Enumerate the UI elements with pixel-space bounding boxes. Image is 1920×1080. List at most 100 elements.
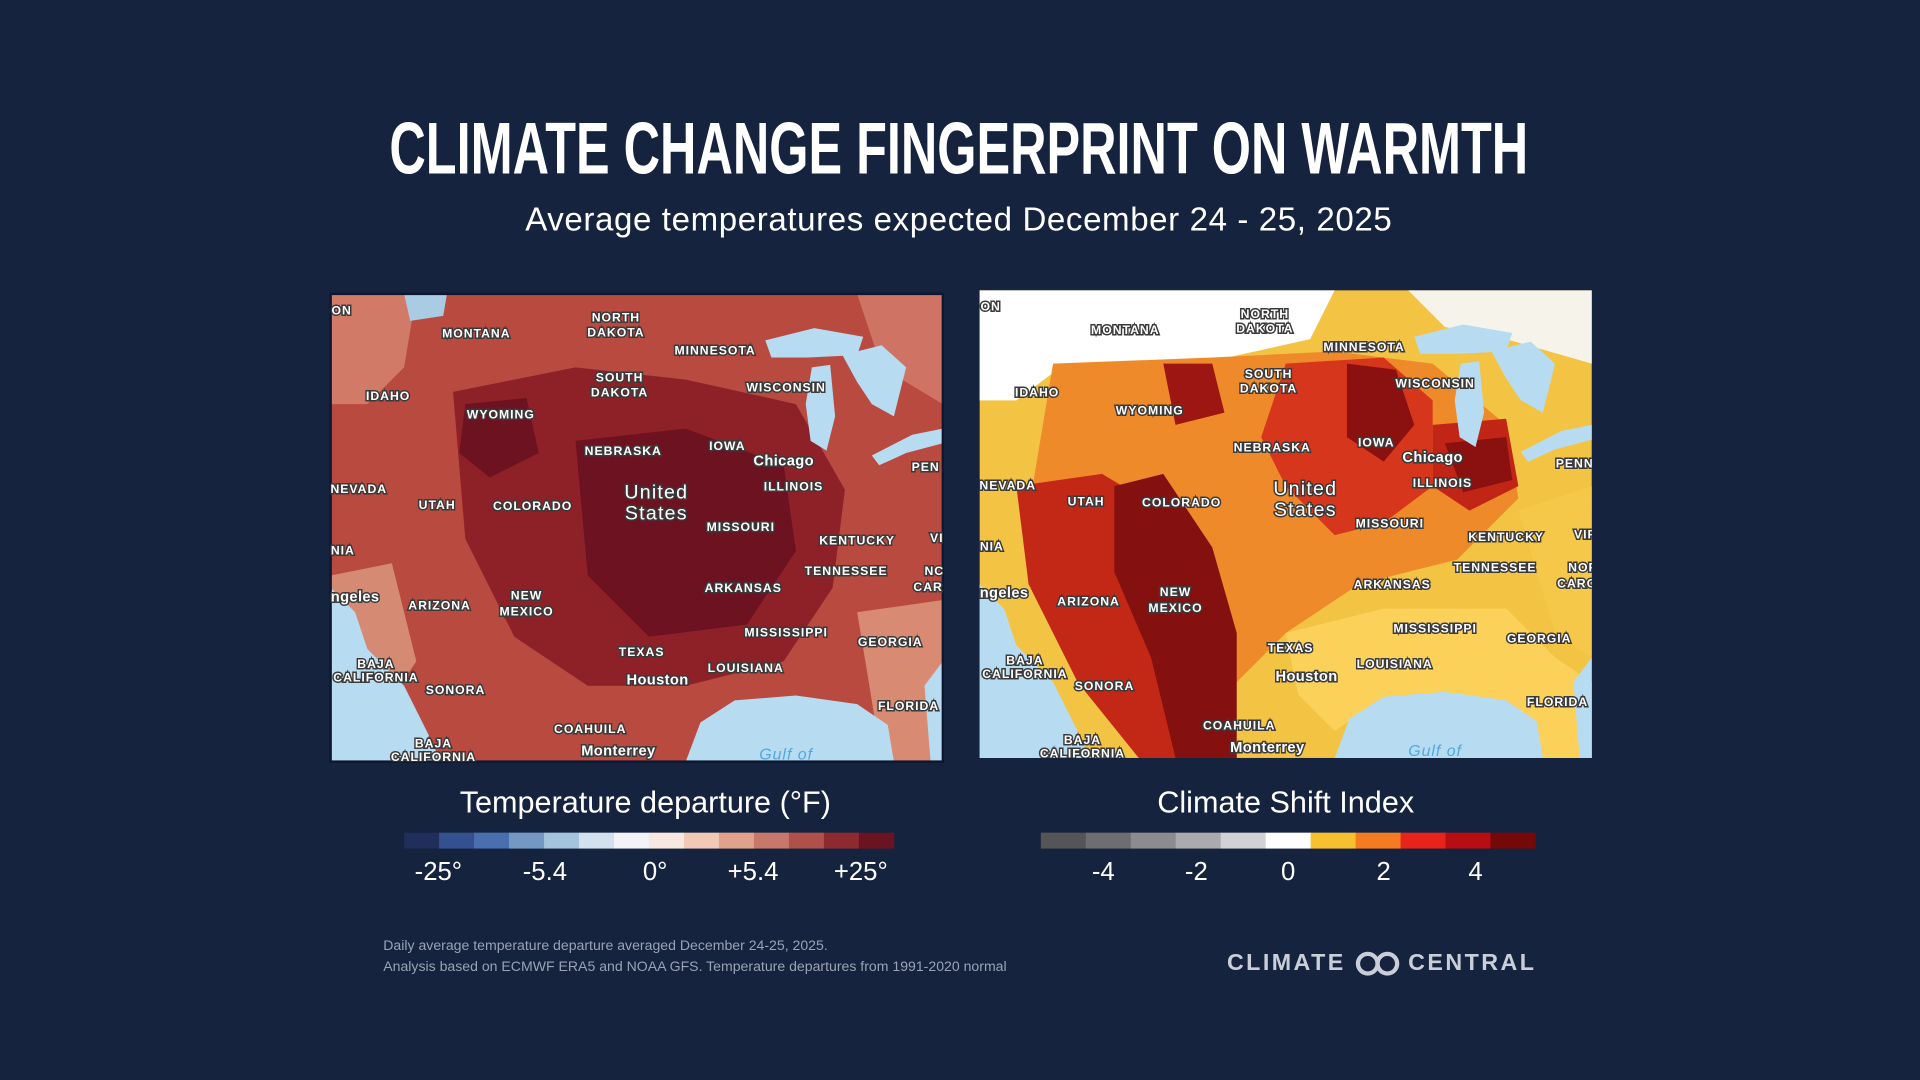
land-shade: [1346, 363, 1415, 462]
legend-title: Temperature departure (°F): [460, 786, 831, 820]
map-label: DAKOTA: [1240, 382, 1297, 396]
map-label: KENTUCKY: [819, 533, 895, 547]
map-label: BAJA: [357, 657, 394, 671]
map-label: NOR: [1568, 560, 1598, 574]
legend-swatch: [613, 832, 650, 849]
ocean: [330, 587, 441, 762]
land-shade: [1285, 608, 1592, 758]
map-label: Houston: [626, 673, 688, 689]
map-label: IDAHO: [1015, 385, 1059, 399]
land-shade: [1408, 290, 1592, 364]
legend-swatch: [1040, 832, 1087, 849]
map-label: Chicago: [1402, 450, 1463, 466]
map-label: Monterrey: [581, 744, 656, 760]
ocean: [685, 695, 894, 762]
ocean: [1573, 657, 1592, 758]
map-label: FLORIDA: [1527, 695, 1588, 709]
ocean: [979, 584, 1090, 758]
map-label: ARIZONA: [408, 598, 471, 612]
title: CLIMATE CHANGE FINGERPRINT ON WARMTH: [389, 107, 1528, 190]
map-label: Gulf of: [1408, 743, 1462, 760]
map-label: LOUISIANA: [1357, 657, 1433, 671]
legend-label: 0: [1281, 858, 1295, 886]
map-labels: ONMONTANANORTHDAKOTAMINNESOTASOUTHDAKOTA…: [979, 298, 1598, 761]
map-label: ON: [980, 300, 1000, 314]
map-label: MEXICO: [1148, 601, 1202, 615]
csi-map-wrap: [979, 290, 1592, 758]
map-label: NEW: [511, 589, 542, 603]
map-label: UTAH: [419, 498, 456, 512]
land-shade: [979, 290, 1335, 401]
legend-swatch: [823, 832, 860, 849]
map-label: NEW: [1160, 585, 1191, 599]
legend-swatch: [753, 832, 790, 849]
land-shade: [1518, 486, 1592, 658]
legend-label: -2: [1185, 858, 1208, 886]
map-label: PEN: [912, 460, 940, 474]
legend-label: +25°: [834, 858, 888, 886]
map-frame: [329, 292, 945, 763]
map-label: PENN: [1556, 456, 1594, 470]
map-label: DAKOTA: [591, 385, 648, 399]
land-shade: [1163, 363, 1225, 425]
map-label: NIA: [980, 540, 1004, 554]
legend-swatch: [858, 832, 895, 849]
map-label: WISCONSIN: [1395, 377, 1475, 391]
map-label: CALIFORNIA: [333, 671, 418, 685]
footnote: Analysis based on ECMWF ERA5 and NOAA GF…: [383, 958, 1006, 974]
logo-ring: [1375, 951, 1400, 976]
legend-swatch: [683, 832, 720, 849]
map-label: Gulf of: [759, 747, 813, 764]
land-shade: [459, 397, 539, 478]
map-label: MISSOURI: [707, 520, 775, 534]
map-label: COLORADO: [1142, 495, 1221, 509]
legend-label: 2: [1377, 858, 1391, 886]
logo-icon: [1355, 951, 1400, 976]
legend-swatch: [509, 832, 545, 849]
legend-swatch: [1400, 832, 1446, 849]
legend-swatch: [1490, 832, 1536, 849]
land-shade: [404, 293, 447, 321]
map-label: NORTH: [1241, 307, 1289, 321]
ocean: [1334, 691, 1543, 758]
map-label: MONTANA: [1091, 323, 1159, 337]
map-label: KENTUCKY: [1468, 530, 1544, 544]
legend-swatch: [1355, 832, 1401, 849]
legend-swatch: [1220, 832, 1267, 849]
map-label: TEXAS: [1268, 641, 1314, 655]
map-label: ngeles: [980, 586, 1029, 602]
legend-label: 4: [1468, 858, 1482, 886]
map-label: SONORA: [426, 683, 486, 697]
legend-swatch: [1265, 832, 1312, 849]
map-label: TENNESSEE: [1454, 560, 1537, 574]
map-label: LOUISIANA: [708, 661, 784, 675]
legend-label: +5.4: [728, 858, 779, 886]
map-label: CAR: [913, 580, 942, 594]
logo-text: CLIMATE: [1227, 949, 1346, 975]
lake: [1414, 324, 1513, 354]
legend-swatch: [1310, 832, 1356, 849]
map-label: DAKOTA: [1236, 322, 1293, 336]
ocean: [924, 661, 943, 762]
map-label: GEORGIA: [1507, 631, 1572, 645]
map-label: FLORIDA: [878, 699, 939, 713]
lake: [1520, 424, 1592, 462]
map-label: NEVADA: [979, 478, 1036, 492]
map-label: IDAHO: [366, 389, 410, 403]
map-label: ON: [331, 303, 351, 317]
map-label: MONTANA: [442, 327, 510, 341]
map-label: States: [1274, 499, 1337, 521]
csi-map: [979, 290, 1592, 758]
map-label: ARIZONA: [1057, 595, 1120, 609]
map-label: CALIFORNIA: [1040, 747, 1125, 761]
map-label: States: [625, 502, 688, 524]
map-label: IOWA: [1358, 435, 1395, 449]
map-label: CARO: [1557, 576, 1597, 590]
map-label: NEBRASKA: [1234, 440, 1311, 454]
map-label: VIR: [1574, 527, 1597, 541]
map-label: BAJA: [1064, 733, 1101, 747]
legend-title: Climate Shift Index: [1157, 786, 1414, 820]
map-label: NEVADA: [330, 482, 387, 496]
